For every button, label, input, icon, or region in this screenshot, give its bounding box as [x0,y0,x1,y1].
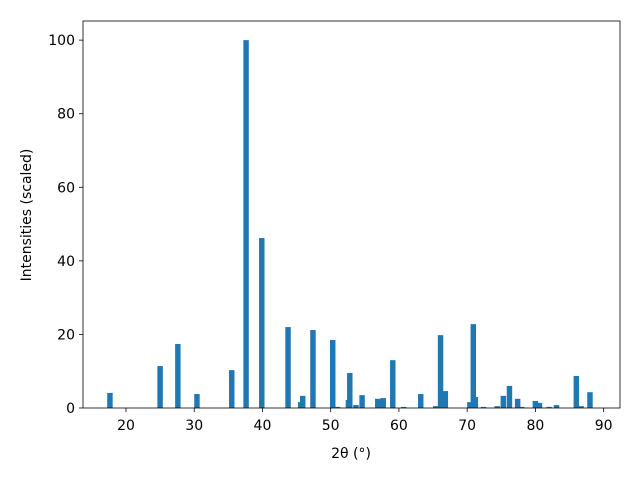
bar [259,238,265,408]
bar [380,398,386,408]
bar [500,395,507,408]
bar [467,402,473,408]
bar [375,398,381,408]
x-tick-label: 20 [117,418,135,434]
y-tick-label: 40 [57,254,75,270]
x-tick-label: 60 [390,418,408,434]
bar [418,394,424,408]
bar [229,370,235,408]
bar [553,405,560,408]
bar [243,40,249,409]
bar [285,327,291,408]
bar [347,373,353,408]
bar [546,406,552,408]
bar [470,324,477,408]
bar [175,343,181,408]
y-tick-label: 100 [48,33,75,49]
x-axis-label: 2θ (°) [331,446,371,462]
bar [353,405,359,408]
y-tick-label: 60 [57,180,75,196]
x-tick-label: 80 [526,418,544,434]
bar [514,398,521,408]
bar [359,395,365,408]
bar [506,385,513,408]
bar [442,391,449,408]
bar [107,392,113,408]
y-tick-label: 20 [57,327,75,343]
bar [400,406,407,408]
bar [330,339,336,408]
bar [194,394,200,408]
bar [532,401,539,408]
bar [437,335,444,408]
x-tick-label: 30 [185,418,203,434]
bar [573,375,580,408]
bar [472,396,479,408]
bar [334,406,341,408]
bar [519,406,525,408]
bar [433,406,439,408]
bar [310,330,316,408]
y-axis-label: Intensities (scaled) [19,149,35,282]
bar [536,402,543,408]
bar [157,366,163,408]
y-tick-label: 0 [66,401,75,417]
x-tick-label: 40 [254,418,272,434]
x-tick-label: 50 [322,418,340,434]
bar [390,360,396,408]
bar [494,406,500,408]
bar [480,406,487,408]
plot-frame [82,20,621,409]
y-tick-label: 80 [57,107,75,123]
x-tick-label: 90 [595,418,613,434]
x-tick-label: 70 [458,418,476,434]
bar [299,395,306,408]
bar [587,392,593,408]
bar [578,406,584,408]
